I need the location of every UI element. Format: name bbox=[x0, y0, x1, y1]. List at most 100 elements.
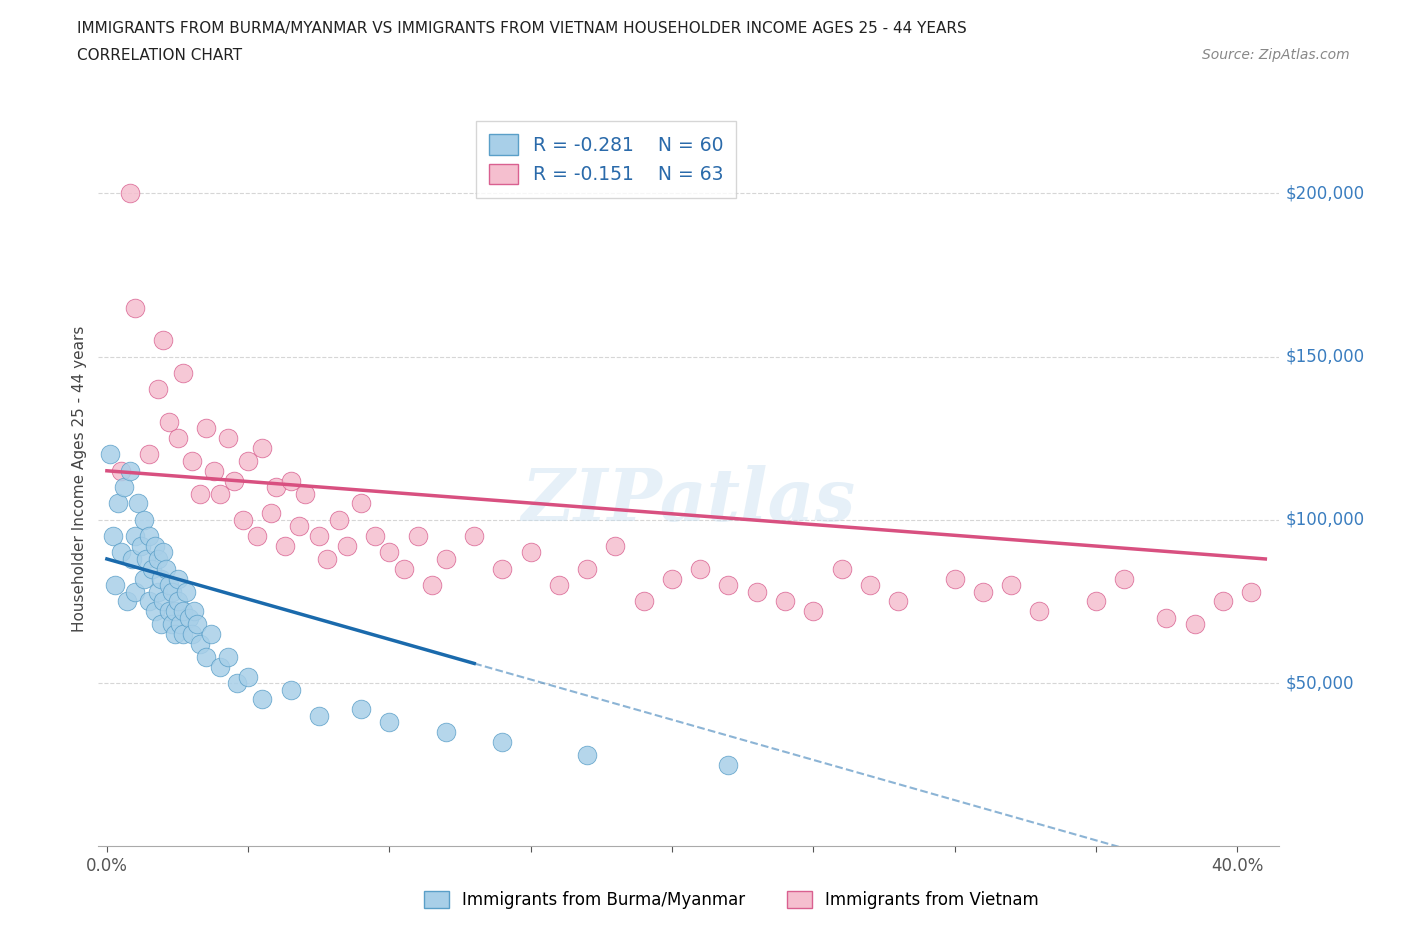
Point bbox=[157, 415, 180, 430]
Point bbox=[163, 627, 186, 642]
Point bbox=[222, 473, 245, 488]
Point bbox=[773, 594, 796, 609]
Point bbox=[160, 617, 183, 631]
Point bbox=[350, 496, 373, 511]
Point bbox=[280, 682, 302, 697]
Point bbox=[132, 571, 155, 586]
Point bbox=[146, 381, 169, 396]
Y-axis label: Householder Income Ages 25 - 44 years: Householder Income Ages 25 - 44 years bbox=[72, 326, 87, 632]
Point bbox=[143, 604, 166, 618]
Point bbox=[110, 463, 132, 478]
Point bbox=[143, 538, 166, 553]
Point bbox=[1000, 578, 1022, 592]
Point bbox=[135, 551, 157, 566]
Point bbox=[138, 528, 160, 543]
Point bbox=[434, 724, 457, 739]
Point bbox=[378, 545, 401, 560]
Point bbox=[246, 528, 269, 543]
Point bbox=[157, 604, 180, 618]
Point bbox=[110, 545, 132, 560]
Legend: R = -0.281    N = 60, R = -0.151    N = 63: R = -0.281 N = 60, R = -0.151 N = 63 bbox=[477, 121, 737, 197]
Point bbox=[378, 715, 401, 730]
Point bbox=[141, 562, 163, 577]
Text: IMMIGRANTS FROM BURMA/MYANMAR VS IMMIGRANTS FROM VIETNAM HOUSEHOLDER INCOME AGES: IMMIGRANTS FROM BURMA/MYANMAR VS IMMIGRA… bbox=[77, 21, 967, 36]
Point bbox=[104, 578, 127, 592]
Point bbox=[294, 486, 316, 501]
Point bbox=[463, 528, 485, 543]
Point bbox=[138, 594, 160, 609]
Point bbox=[160, 584, 183, 599]
Point bbox=[717, 757, 740, 772]
Point bbox=[225, 675, 247, 690]
Legend: Immigrants from Burma/Myanmar, Immigrants from Vietnam: Immigrants from Burma/Myanmar, Immigrant… bbox=[415, 883, 1047, 917]
Point bbox=[172, 627, 194, 642]
Point bbox=[605, 538, 627, 553]
Point bbox=[576, 748, 599, 763]
Point bbox=[745, 584, 768, 599]
Point bbox=[350, 702, 373, 717]
Point bbox=[107, 496, 129, 511]
Point bbox=[124, 300, 146, 315]
Point bbox=[202, 463, 225, 478]
Point bbox=[149, 571, 172, 586]
Point bbox=[661, 571, 683, 586]
Point bbox=[364, 528, 387, 543]
Point bbox=[1112, 571, 1135, 586]
Point bbox=[101, 528, 124, 543]
Point bbox=[115, 594, 138, 609]
Point bbox=[392, 562, 415, 577]
Point bbox=[1084, 594, 1107, 609]
Point bbox=[172, 365, 194, 380]
Text: Source: ZipAtlas.com: Source: ZipAtlas.com bbox=[1202, 48, 1350, 62]
Point bbox=[166, 431, 188, 445]
Text: $50,000: $50,000 bbox=[1285, 674, 1354, 692]
Point bbox=[194, 421, 217, 436]
Point bbox=[180, 627, 202, 642]
Point bbox=[124, 528, 146, 543]
Point bbox=[548, 578, 571, 592]
Point bbox=[274, 538, 297, 553]
Point bbox=[149, 617, 172, 631]
Point bbox=[1156, 610, 1178, 625]
Point bbox=[217, 431, 239, 445]
Point bbox=[152, 333, 174, 348]
Point bbox=[146, 584, 169, 599]
Point bbox=[316, 551, 339, 566]
Point bbox=[124, 584, 146, 599]
Point bbox=[519, 545, 541, 560]
Point bbox=[118, 186, 141, 201]
Point bbox=[152, 545, 174, 560]
Point bbox=[118, 463, 141, 478]
Text: ZIPatlas: ZIPatlas bbox=[522, 466, 856, 537]
Point bbox=[420, 578, 443, 592]
Point bbox=[208, 486, 231, 501]
Text: $200,000: $200,000 bbox=[1285, 184, 1364, 202]
Point bbox=[155, 562, 177, 577]
Point bbox=[717, 578, 740, 592]
Point bbox=[188, 486, 211, 501]
Point bbox=[177, 610, 200, 625]
Point bbox=[180, 454, 202, 469]
Point bbox=[1028, 604, 1050, 618]
Point bbox=[157, 578, 180, 592]
Point bbox=[200, 627, 222, 642]
Point bbox=[633, 594, 655, 609]
Point bbox=[252, 441, 274, 456]
Text: CORRELATION CHART: CORRELATION CHART bbox=[77, 48, 242, 63]
Point bbox=[238, 454, 260, 469]
Point bbox=[308, 528, 330, 543]
Point bbox=[208, 659, 231, 674]
Point bbox=[288, 519, 311, 534]
Point bbox=[169, 617, 191, 631]
Point bbox=[183, 604, 205, 618]
Point bbox=[152, 594, 174, 609]
Point bbox=[328, 512, 350, 527]
Point bbox=[127, 496, 149, 511]
Point bbox=[121, 551, 143, 566]
Point bbox=[266, 480, 288, 495]
Text: $150,000: $150,000 bbox=[1285, 348, 1364, 365]
Point bbox=[972, 584, 994, 599]
Point bbox=[943, 571, 966, 586]
Point bbox=[308, 709, 330, 724]
Point bbox=[576, 562, 599, 577]
